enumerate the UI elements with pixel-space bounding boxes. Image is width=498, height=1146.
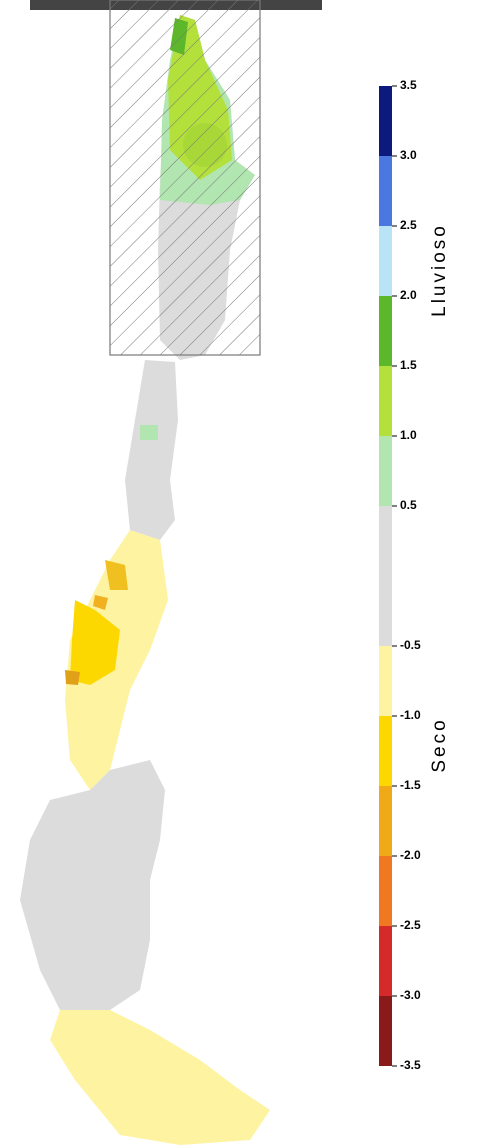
legend-segment (379, 996, 392, 1066)
legend-segment (379, 86, 392, 156)
legend-tick-label: 1.5 (400, 358, 417, 372)
legend-tick-label: -3.5 (400, 1058, 421, 1072)
dry-label: Seco (429, 717, 450, 772)
legend-segment (379, 156, 392, 226)
legend-tick-label: 3.5 (400, 78, 417, 92)
legend-segment (379, 786, 392, 856)
legend-segment (379, 296, 392, 366)
legend-tick-label: -1.5 (400, 778, 421, 792)
legend-tick-label: -2.0 (400, 848, 421, 862)
legend-tick-label: 2.5 (400, 218, 417, 232)
legend-tick-label: -2.5 (400, 918, 421, 932)
legend-tick-label: 2.0 (400, 288, 417, 302)
legend-tick-label: 1.0 (400, 428, 417, 442)
legend-tick-label: 3.0 (400, 148, 417, 162)
color-legend: 3.5 3.0 2.5 2.0 1.5 1.0 0.5 -0.5 -1.0 -1.5 -2.0 -2.… (379, 78, 421, 1072)
legend-tick-label: -1.0 (400, 708, 421, 722)
legend-segment (379, 716, 392, 786)
legend-segment (379, 366, 392, 436)
legend-segment (379, 226, 392, 296)
legend-segment (379, 856, 392, 926)
legend-tick-label: 0.5 (400, 498, 417, 512)
legend-segment (379, 436, 392, 506)
legend-segment (379, 926, 392, 996)
legend-segment (379, 646, 392, 716)
legend-segment (379, 506, 392, 646)
highlight-box (109, 0, 261, 356)
wet-label: Lluvioso (429, 223, 450, 317)
legend-tick-label: -3.0 (400, 988, 421, 1002)
legend-tick-label: -0.5 (400, 638, 421, 652)
